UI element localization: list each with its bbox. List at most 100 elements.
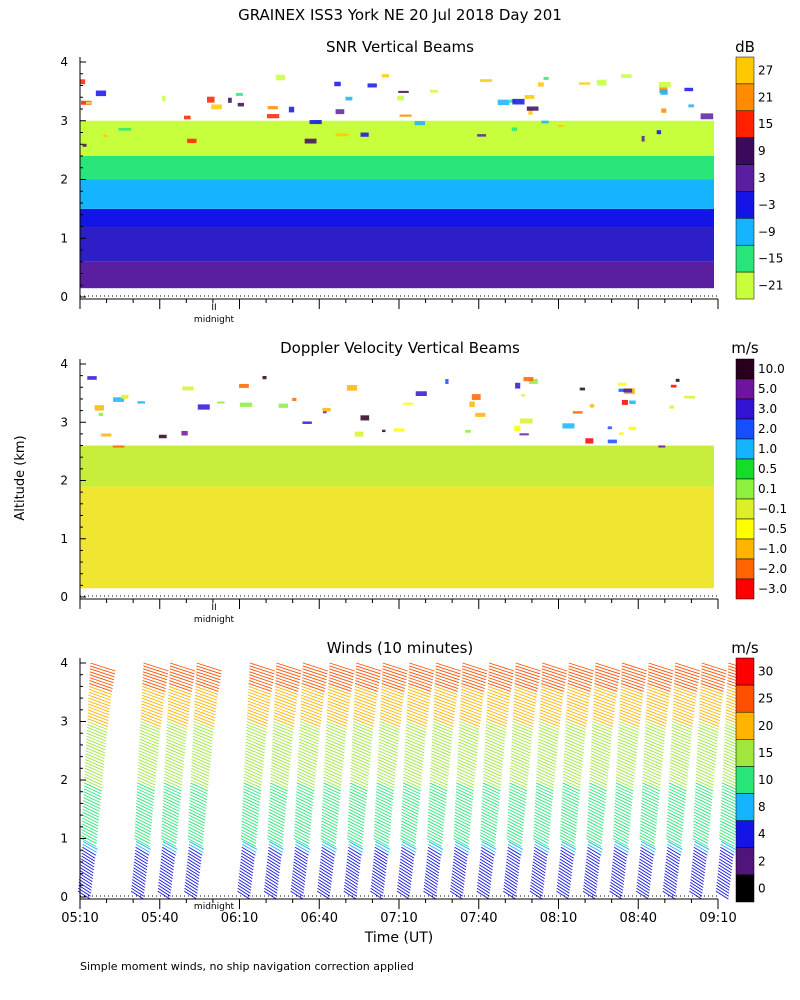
wind-barb [381,683,405,692]
wind-barb [322,794,340,804]
echo-speck [85,101,91,105]
echo-speck [211,104,222,110]
wind-barb [318,879,332,888]
colorbar-swatch [735,164,755,192]
wind-barb [480,849,495,859]
wind-barb [135,811,153,821]
colorbar-swatch [735,418,755,440]
wind-barb [538,724,560,733]
wind-barb [513,700,536,710]
colorbar-label: 5.0 [758,382,777,396]
wind-barb [617,753,637,763]
wind-barb [427,817,445,827]
wind-barb [647,688,670,698]
wind-barb [594,683,618,692]
wind-barb [141,691,165,701]
wind-barb [692,861,706,871]
wind-barb [353,715,375,725]
data-layer-5 [80,120,714,156]
echo-speck [618,432,624,435]
footnote: Simple moment winds, no ship navigation … [80,960,414,973]
echo-speck [334,81,341,87]
wind-barb [671,735,691,745]
wind-barb [640,849,654,859]
wind-barb [166,735,186,745]
wind-barb [642,779,661,789]
wind-barb [295,811,312,821]
wind-barb [189,794,207,804]
wind-barb [240,832,257,842]
wind-barb [320,829,337,839]
wind-barb [561,800,579,809]
wind-barb [82,843,97,853]
wind-barb [380,712,401,722]
wind-barb [164,767,183,777]
wind-barb [134,835,150,844]
wind-barb [324,764,343,774]
wind-barb [696,762,716,771]
wind-barb [557,873,572,882]
wind-barb [379,721,400,730]
wind-barb [664,870,678,880]
wind-barb [460,688,484,698]
wind-barb [432,726,453,736]
wind-barb [615,794,633,804]
wind-barb [616,762,636,771]
wind-barb [353,706,376,716]
wind-barb [504,876,518,885]
wind-barb [373,852,388,862]
wind-barb [136,797,154,806]
wind-barb [568,668,594,678]
wind-barb [402,788,421,798]
wind-barb [187,835,204,844]
wind-barb [324,753,344,763]
wind-barb [167,703,190,713]
wind-barb [382,665,408,675]
wind-barb [699,697,722,707]
colorbar-swatch [735,498,755,520]
wind-barb [647,680,671,689]
wind-barb [617,756,636,766]
wind-barb [695,782,714,792]
wind-barb [162,800,180,809]
wind-barb [239,867,253,877]
wind-barb [372,867,386,877]
wind-barb [533,855,547,865]
wind-barb [590,762,609,771]
wind-barb [168,683,192,692]
wind-barb [295,808,312,818]
wind-barb [140,712,162,722]
wind-barb [673,683,698,692]
wind-barb [621,674,646,684]
wind-barb [196,668,221,678]
wind-barb [273,715,295,725]
wind-barb [641,797,659,806]
wind-barb [299,726,320,736]
wind-barb [508,797,526,806]
wind-barb [719,826,736,836]
wind-barb [135,805,153,815]
wind-barb [542,662,568,672]
wind-barb [191,756,211,766]
wind-barb [613,832,629,842]
colorbar-swatch [735,458,755,480]
wind-barb [271,756,291,766]
wind-barb [132,870,147,880]
wind-barb [663,884,677,894]
wind-barb [536,779,554,789]
wind-barb [587,846,602,856]
wind-barb [427,823,444,833]
wind-barb [192,738,213,748]
wind-barb [612,838,629,847]
wind-barb [454,814,471,824]
wind-barb [241,843,257,853]
wind-barb [460,697,483,707]
wind-barb [348,843,363,853]
wind-barb [645,724,666,733]
wind-barb [641,791,660,801]
wind-barb [131,884,145,894]
wind-barb [640,814,657,824]
wind-barb [699,706,721,716]
wind-barb [375,794,394,804]
wind-barb [271,753,291,763]
